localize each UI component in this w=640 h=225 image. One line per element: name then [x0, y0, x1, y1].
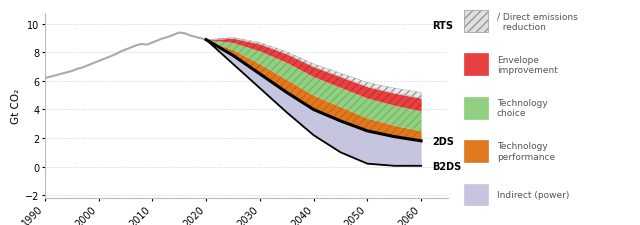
Text: RTS: RTS: [432, 21, 453, 31]
FancyBboxPatch shape: [465, 54, 488, 76]
Text: 2DS: 2DS: [432, 136, 454, 146]
FancyBboxPatch shape: [465, 11, 488, 33]
FancyBboxPatch shape: [465, 97, 488, 119]
FancyBboxPatch shape: [465, 141, 488, 162]
FancyBboxPatch shape: [465, 184, 488, 205]
Text: Technology
performance: Technology performance: [497, 142, 555, 161]
Text: Envelope
improvement: Envelope improvement: [497, 55, 557, 75]
Y-axis label: Gt CO₂: Gt CO₂: [11, 88, 20, 123]
Text: / Direct emissions
  reduction: / Direct emissions reduction: [497, 12, 577, 32]
Text: Technology
choice: Technology choice: [497, 99, 547, 118]
Text: Indirect (power): Indirect (power): [497, 190, 569, 199]
Text: B2DS: B2DS: [432, 161, 461, 171]
